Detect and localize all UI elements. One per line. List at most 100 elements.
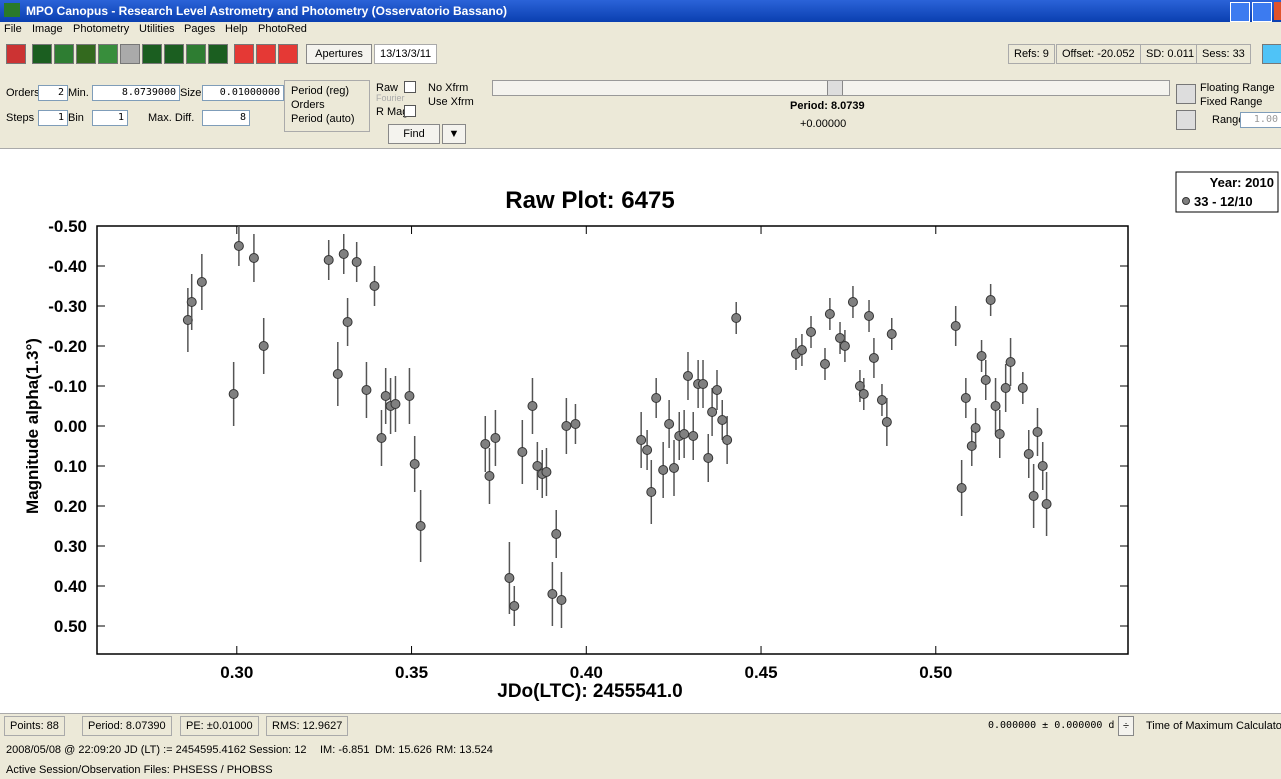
data-point [1000, 383, 1011, 393]
checkbox[interactable]: R Mag [376, 106, 409, 118]
radio[interactable]: No Xfrm [428, 82, 469, 94]
checkbox[interactable]: Raw [376, 82, 399, 94]
data-point [390, 399, 401, 409]
tool-icon[interactable] [164, 44, 184, 64]
data-point [796, 345, 807, 355]
radio[interactable]: Period (auto) [291, 113, 355, 125]
data-point [556, 595, 567, 605]
label: Min. [68, 87, 89, 99]
data-point [570, 419, 581, 429]
data-point [1017, 383, 1028, 393]
radio[interactable]: Fixed Range [1200, 96, 1263, 108]
tool-icon[interactable] [142, 44, 162, 64]
arrow-left[interactable] [234, 44, 254, 64]
tool-icon[interactable] [54, 44, 74, 64]
data-point [990, 401, 1001, 411]
x-tick-label: 0.50 [919, 663, 952, 682]
menu-item[interactable]: PhotoRed [258, 23, 307, 35]
apertures-button[interactable]: Apertures [306, 44, 372, 64]
tool-icon[interactable] [120, 44, 140, 64]
status-files: Active Session/Observation Files: PHSESS… [6, 764, 273, 776]
steps-input[interactable]: 1 [38, 110, 68, 126]
range-input[interactable]: 1.00 [1240, 112, 1281, 128]
y-tick-label: 0.00 [54, 417, 87, 436]
label: Bin [68, 112, 84, 124]
data-point [881, 417, 892, 427]
data-point [682, 371, 693, 381]
checkbox: Fourier [376, 93, 405, 103]
menu-item[interactable]: File [4, 23, 22, 35]
tool-icon[interactable] [6, 44, 26, 64]
y-tick-label: -0.20 [48, 337, 87, 356]
find-dropdown[interactable]: ▼ [442, 124, 466, 144]
menu-item[interactable]: Help [225, 23, 248, 35]
maximize-button[interactable] [1252, 2, 1272, 22]
sd: SD: 0.011 [1140, 44, 1201, 64]
radio[interactable]: Use Xfrm [428, 96, 474, 108]
orders-input[interactable]: 2 [38, 85, 68, 101]
tool-icon[interactable] [32, 44, 52, 64]
radio[interactable]: Orders [291, 99, 325, 111]
tool-icon[interactable] [1262, 44, 1281, 64]
label: Range [1212, 114, 1245, 126]
data-point [369, 281, 380, 291]
data-point [950, 321, 961, 331]
y-tick-label: 0.20 [54, 497, 87, 516]
label: Max. Diff. [148, 112, 195, 124]
tmax-readout: 0.000000 ± 0.000000 d [988, 720, 1115, 731]
menu-bar: File Image Photometry Utilities Pages Help Pho… [0, 22, 1281, 38]
slider-thumb[interactable] [827, 81, 843, 95]
menu-item[interactable]: Image [32, 23, 63, 35]
data-point [839, 341, 850, 351]
label: Orders [6, 87, 40, 99]
find-button[interactable]: Find [388, 124, 440, 144]
tool-icon[interactable] [186, 44, 206, 64]
data-point [186, 297, 197, 307]
data-point [698, 379, 709, 389]
bin-input[interactable]: 1 [92, 110, 128, 126]
y-axis-label: Magnitude alpha(1.3°) [23, 338, 42, 514]
status-points: Points: 88 [4, 716, 65, 736]
checkbox-box[interactable] [404, 81, 416, 93]
data-point [819, 359, 830, 369]
period-slider[interactable] [492, 80, 1170, 96]
data-point [323, 255, 334, 265]
status-dm: DM: 15.626 [375, 744, 432, 756]
range-icon[interactable] [1176, 84, 1196, 104]
tool-icon[interactable] [208, 44, 228, 64]
data-point [688, 431, 699, 441]
data-point [722, 435, 733, 445]
maxdiff-input[interactable]: 8 [202, 110, 250, 126]
tool-icon[interactable] [76, 44, 96, 64]
arrow-right[interactable] [278, 44, 298, 64]
tool-icon[interactable] [98, 44, 118, 64]
min-input[interactable]: 8.0739000 [92, 85, 180, 101]
data-point [1037, 461, 1048, 471]
range-icon[interactable] [1176, 110, 1196, 130]
status-im: IM: -6.851 [320, 744, 370, 756]
close-button[interactable] [1274, 2, 1281, 20]
menu-item[interactable]: Utilities [139, 23, 175, 35]
size-input[interactable]: 0.01000000 [202, 85, 284, 101]
calculator-button[interactable]: Time of Maximum Calculator [1146, 720, 1281, 732]
status-period: Period: 8.07390 [82, 716, 172, 736]
radio[interactable]: Period (reg) [291, 85, 350, 97]
data-point [664, 419, 675, 429]
spin-button[interactable]: ÷ [1118, 716, 1134, 736]
data-point [415, 521, 426, 531]
data-point [404, 391, 415, 401]
data-point [361, 385, 372, 395]
y-tick-label: 0.50 [54, 617, 87, 636]
data-point [338, 249, 349, 259]
legend-marker [1182, 197, 1190, 205]
toolbar-area: Apertures 13/13/3/11 Refs: 9 Offset: -20… [0, 38, 1281, 149]
menu-item[interactable]: Photometry [73, 23, 130, 35]
radio[interactable]: Floating Range [1200, 82, 1275, 94]
menu-item[interactable]: Pages [184, 23, 216, 35]
data-point [248, 253, 259, 263]
shift-readout: +0.00000 [800, 118, 847, 130]
radio-group: Period (reg) Orders Period (auto) [284, 80, 370, 132]
minimize-button[interactable] [1230, 2, 1250, 22]
checkbox-box[interactable] [404, 105, 416, 117]
arrow-up[interactable] [256, 44, 276, 64]
